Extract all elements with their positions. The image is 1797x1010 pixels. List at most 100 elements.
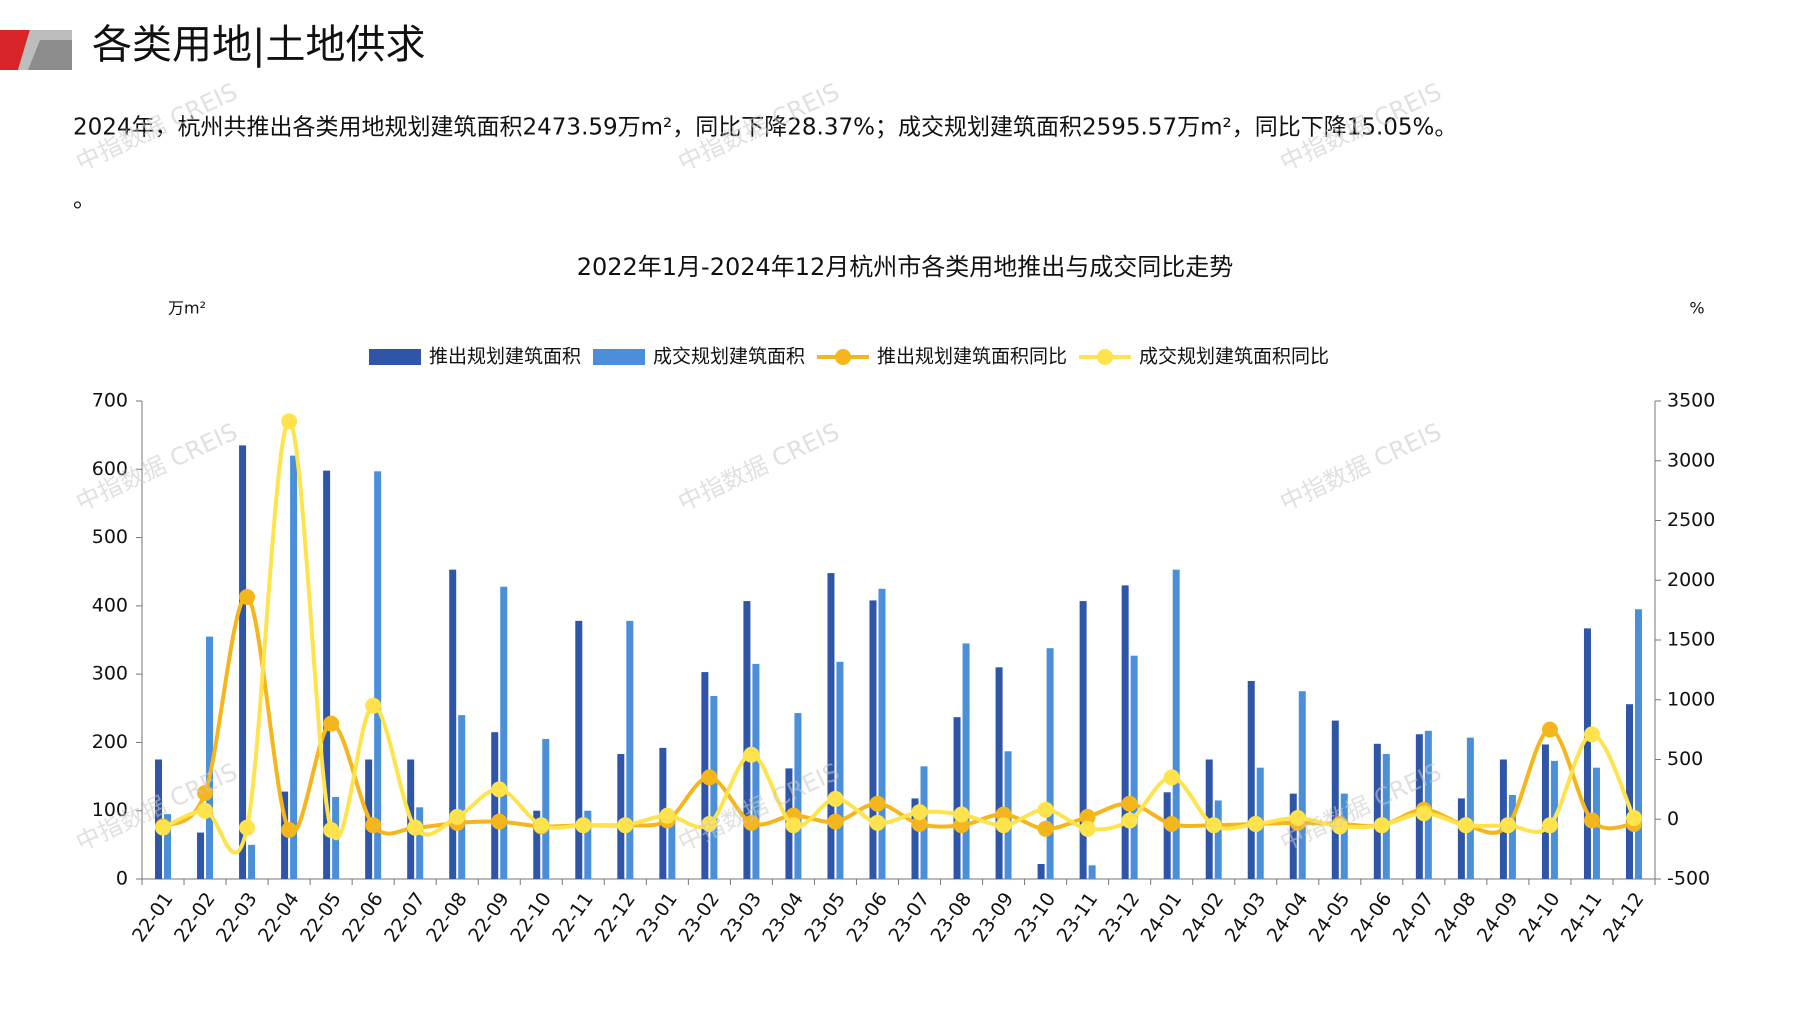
- legend-swatch: [369, 349, 421, 365]
- line-marker: [743, 746, 760, 763]
- line-marker: [1457, 817, 1474, 834]
- line-marker: [491, 813, 508, 830]
- bar: [752, 663, 760, 879]
- line-marker: [827, 813, 844, 830]
- bar: [1508, 795, 1516, 879]
- watermark: 中指数据 CREIS: [1276, 418, 1446, 517]
- y-tick-label: 500: [92, 526, 128, 548]
- y-tick-label: 200: [92, 731, 128, 753]
- bar: [1121, 585, 1129, 879]
- line-marker: [1121, 812, 1138, 829]
- bar: [953, 717, 961, 879]
- y2-tick-label: 3000: [1667, 449, 1715, 471]
- summary-end: 。: [73, 187, 96, 213]
- line-marker: [575, 817, 592, 834]
- bar: [1541, 744, 1549, 879]
- legend-label: 推出规划建筑面积同比: [877, 346, 1067, 368]
- bar: [962, 643, 970, 879]
- y-tick-label: 600: [92, 458, 128, 480]
- y2-tick-label: -500: [1667, 868, 1710, 890]
- line-marker: [197, 784, 214, 801]
- bar: [374, 471, 382, 879]
- x-tick-label: 24-12: [1599, 888, 1649, 946]
- y-tick-label: 400: [92, 594, 128, 616]
- bar: [869, 600, 877, 879]
- x-tick-label: 24-06: [1347, 888, 1397, 946]
- y2-tick-label: 1000: [1667, 688, 1715, 710]
- line-marker: [827, 790, 844, 807]
- x-tick-label: 22-04: [254, 888, 304, 946]
- y-tick-label: 700: [92, 390, 128, 412]
- bar: [1037, 863, 1045, 879]
- bar: [416, 807, 424, 879]
- legend-item: 成交规划建筑面积: [593, 346, 805, 368]
- line-marker: [365, 817, 382, 834]
- bar: [584, 810, 592, 879]
- y-tick-label: 0: [116, 868, 128, 890]
- y-tick-label: 100: [92, 799, 128, 821]
- bar: [533, 810, 541, 879]
- x-tick-label: 23-11: [1053, 888, 1103, 946]
- line-marker: [1583, 812, 1600, 829]
- line-marker: [995, 817, 1012, 834]
- bar: [1088, 865, 1096, 879]
- bar: [1382, 754, 1390, 879]
- summary: 2024年，杭州共推出各类用地规划建筑面积2473.59万m²，同比下降28.3…: [73, 115, 1457, 141]
- line-marker: [1331, 818, 1348, 835]
- line-marker: [1541, 817, 1558, 834]
- line-marker: [155, 819, 172, 836]
- line-marker: [323, 822, 340, 839]
- line-marker: [1289, 810, 1306, 827]
- bar: [1298, 691, 1306, 879]
- bar: [836, 661, 844, 879]
- line-marker: [1163, 769, 1180, 786]
- y2-tick-label: 500: [1667, 748, 1703, 770]
- line-marker: [323, 715, 340, 732]
- bar: [491, 732, 499, 879]
- x-tick-label: 22-07: [380, 888, 430, 946]
- line-marker: [1079, 808, 1096, 825]
- x-tick-label: 22-02: [170, 888, 220, 946]
- line-marker: [239, 588, 256, 605]
- legend-label: 推出规划建筑面积: [429, 346, 581, 368]
- bar: [743, 601, 751, 879]
- y-unit: 万m²: [168, 299, 206, 318]
- x-tick-label: 24-03: [1221, 888, 1271, 946]
- line-marker: [1625, 810, 1642, 827]
- line-marker: [1163, 816, 1180, 833]
- x-tick-label: 24-08: [1431, 888, 1481, 946]
- line-marker: [1121, 795, 1138, 812]
- bar: [995, 667, 1003, 879]
- bar: [1466, 737, 1474, 879]
- bar: [1163, 792, 1171, 879]
- x-tick-label: 22-08: [422, 888, 472, 946]
- legend-swatch: [835, 349, 852, 365]
- watermark: 中指数据 CREIS: [674, 418, 844, 517]
- x-tick-label: 23-09: [968, 888, 1018, 946]
- bar: [626, 620, 634, 879]
- bar: [1634, 609, 1642, 879]
- bar: [1079, 601, 1087, 879]
- bar: [155, 759, 163, 879]
- bar: [1340, 793, 1348, 879]
- x-tick-label: 24-05: [1305, 888, 1355, 946]
- x-tick-label: 22-12: [590, 888, 640, 946]
- x-tick-label: 23-12: [1095, 888, 1145, 946]
- line-marker: [491, 781, 508, 798]
- bar: [1373, 743, 1381, 879]
- logo-dark: [28, 40, 72, 70]
- line-marker: [1499, 817, 1516, 834]
- page-title: 各类用地|土地供求: [92, 22, 425, 68]
- line-marker: [281, 822, 298, 839]
- x-tick-label: 24-09: [1473, 888, 1523, 946]
- line-marker: [911, 816, 928, 833]
- line-marker: [911, 804, 928, 821]
- chart-title: 2022年1月-2024年12月杭州市各类用地推出与成交同比走势: [577, 253, 1234, 281]
- line: [161, 594, 1635, 836]
- line-marker: [701, 816, 718, 833]
- x-tick-label: 22-05: [296, 888, 346, 946]
- line-marker: [1583, 726, 1600, 743]
- legend-swatch: [593, 349, 646, 365]
